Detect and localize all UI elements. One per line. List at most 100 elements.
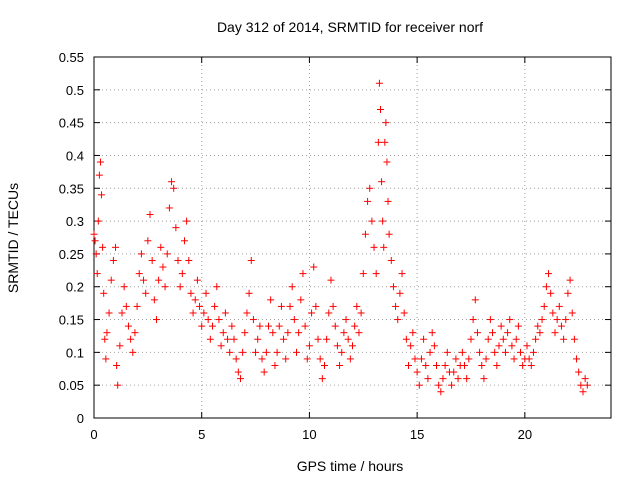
- data-point: [417, 355, 425, 363]
- data-point: [512, 335, 520, 343]
- data-point: [398, 270, 406, 278]
- data-point: [148, 256, 156, 264]
- data-point: [405, 361, 413, 369]
- data-point: [152, 316, 160, 324]
- y-axis-label: SRMTID / TECUs: [5, 183, 21, 293]
- data-point: [91, 237, 99, 245]
- data-point: [260, 368, 268, 376]
- data-point: [378, 178, 386, 186]
- data-point: [252, 348, 260, 356]
- data-point: [545, 270, 553, 278]
- data-point: [269, 329, 277, 337]
- data-point: [573, 355, 581, 363]
- plot-frame: [93, 56, 612, 419]
- x-tick-label: 5: [198, 427, 205, 442]
- data-point: [262, 348, 270, 356]
- data-point: [579, 388, 587, 396]
- data-point: [310, 263, 318, 271]
- data-point: [211, 302, 219, 310]
- data-point: [394, 316, 402, 324]
- data-point: [478, 361, 486, 369]
- data-point: [562, 316, 570, 324]
- data-point: [258, 355, 266, 363]
- data-point: [542, 283, 550, 291]
- tick-labels: 0 5 10 15 20 0 0.05 0.1 0.15 0.2 0.25 0.3 0.35 0.4 0.4…: [59, 50, 532, 442]
- data-point: [452, 355, 460, 363]
- data-point: [458, 348, 466, 356]
- data-point: [318, 375, 326, 383]
- data-point: [392, 302, 400, 310]
- data-point: [120, 283, 128, 291]
- data-point: [144, 237, 152, 245]
- data-point: [135, 270, 143, 278]
- data-point: [560, 335, 568, 343]
- data-point: [219, 329, 227, 337]
- data-point: [290, 316, 298, 324]
- data-point: [389, 283, 397, 291]
- data-point: [577, 381, 585, 389]
- data-point: [271, 361, 279, 369]
- y-tick-label: 0: [77, 411, 84, 426]
- data-point: [150, 296, 158, 304]
- data-point: [137, 250, 145, 258]
- data-point: [396, 289, 404, 297]
- data-point: [286, 302, 294, 310]
- data-point: [247, 256, 255, 264]
- data-point: [185, 256, 193, 264]
- y-tick-label: 0.1: [66, 345, 84, 360]
- data-point: [174, 256, 182, 264]
- data-point: [411, 355, 419, 363]
- data-point: [553, 316, 561, 324]
- grid: [94, 57, 611, 418]
- data-point: [384, 197, 392, 205]
- data-point: [426, 348, 434, 356]
- data-point: [325, 309, 333, 317]
- data-point: [112, 243, 120, 251]
- data-point: [387, 256, 395, 264]
- data-point: [489, 329, 497, 337]
- data-point: [568, 309, 576, 317]
- data-point: [508, 342, 516, 350]
- data-point: [493, 361, 501, 369]
- data-point: [159, 263, 167, 271]
- data-point: [555, 302, 563, 310]
- data-point: [245, 289, 253, 297]
- data-point: [96, 158, 104, 166]
- data-point: [448, 381, 456, 389]
- data-points: [90, 79, 591, 396]
- x-tick-label: 15: [410, 427, 424, 442]
- data-point: [161, 283, 169, 291]
- data-point: [90, 230, 98, 238]
- x-tick-label: 0: [90, 427, 97, 442]
- data-point: [381, 138, 389, 146]
- data-point: [525, 355, 533, 363]
- data-point: [239, 348, 247, 356]
- data-point: [534, 322, 542, 330]
- data-point: [178, 270, 186, 278]
- data-point: [155, 276, 163, 284]
- data-point: [517, 348, 525, 356]
- data-point: [482, 355, 490, 363]
- data-point: [234, 368, 242, 376]
- data-point: [305, 342, 313, 350]
- data-point: [420, 335, 428, 343]
- data-point: [331, 322, 339, 330]
- data-point: [118, 309, 126, 317]
- data-point: [170, 184, 178, 192]
- data-point: [583, 381, 591, 389]
- data-point: [564, 289, 572, 297]
- data-point: [338, 348, 346, 356]
- data-point: [409, 329, 417, 337]
- data-point: [549, 309, 557, 317]
- data-point: [163, 250, 171, 258]
- data-point: [342, 316, 350, 324]
- data-point: [495, 342, 503, 350]
- data-point: [215, 316, 223, 324]
- data-point: [208, 322, 216, 330]
- data-point: [172, 224, 180, 232]
- data-point: [355, 329, 363, 337]
- data-point: [465, 355, 473, 363]
- data-point: [109, 256, 117, 264]
- data-point: [146, 211, 154, 219]
- data-point: [380, 243, 388, 251]
